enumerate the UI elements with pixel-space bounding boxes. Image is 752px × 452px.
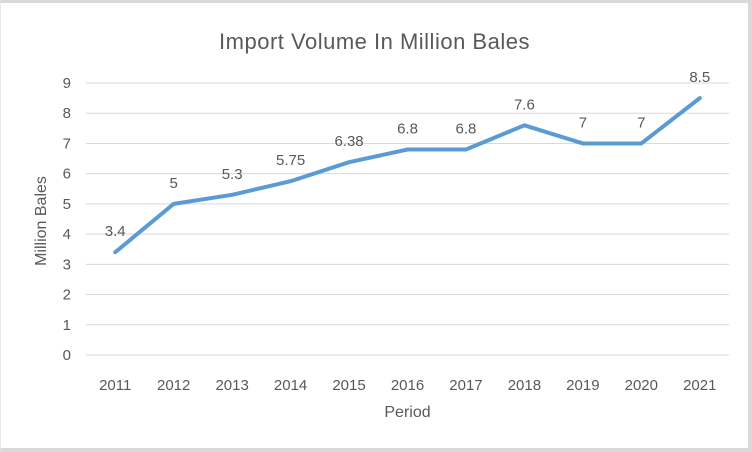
series-line	[113, 96, 702, 255]
x-tick-label: 2019	[566, 377, 599, 394]
chart-title: Import Volume In Million Bales	[219, 29, 530, 54]
x-tick-label: 2017	[449, 377, 482, 394]
y-tick-label: 3	[63, 256, 71, 273]
data-point-label: 5.3	[222, 166, 243, 183]
x-tick-label: 2014	[274, 377, 307, 394]
x-tick-label: 2021	[683, 377, 716, 394]
y-tick-label: 2	[63, 287, 71, 304]
y-tick-label: 0	[63, 347, 71, 364]
x-tick-label: 2012	[157, 377, 190, 394]
data-point-label: 6.8	[397, 120, 418, 137]
line-chart: 0 1 2 3 4 5 6 7 8 9 2011 2012 2013 2014 2015 2016 2017 20…	[63, 69, 729, 394]
x-tick-label: 2013	[215, 377, 248, 394]
data-point-label: 6.8	[456, 120, 477, 137]
y-tick-label: 8	[63, 105, 71, 122]
data-point-label: 5	[170, 175, 178, 192]
data-point-label: 3.4	[105, 223, 126, 240]
data-point-label: 7	[637, 114, 645, 131]
x-tick-label: 2020	[625, 377, 658, 394]
data-point-label: 8.5	[689, 69, 710, 86]
y-tick-label: 1	[63, 317, 71, 334]
data-point-label: 5.75	[276, 152, 305, 169]
y-tick-label: 6	[63, 166, 71, 183]
data-point-label: 7.6	[514, 96, 535, 113]
x-axis-title: Period	[384, 404, 431, 421]
y-tick-label: 5	[63, 196, 71, 213]
y-tick-label: 4	[63, 226, 71, 243]
y-tick-label: 9	[63, 75, 71, 92]
x-tick-label: 2015	[332, 377, 365, 394]
y-tick-label: 7	[63, 135, 71, 152]
x-tick-label: 2016	[391, 377, 424, 394]
x-tick-label: 2011	[99, 377, 131, 394]
x-tick-label: 2018	[508, 377, 541, 394]
data-point-label: 6.38	[334, 133, 363, 150]
data-point-label: 7	[579, 114, 587, 131]
